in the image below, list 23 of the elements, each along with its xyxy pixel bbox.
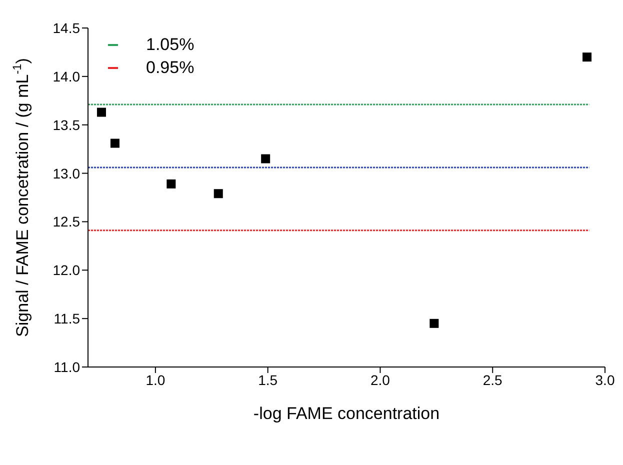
y-tick-label: 11.0 bbox=[54, 358, 80, 375]
y-tick-label: 13.0 bbox=[52, 165, 80, 182]
y-tick-label: 12.0 bbox=[52, 262, 80, 278]
point bbox=[166, 179, 176, 188]
x-tick-label: 1.5 bbox=[258, 372, 278, 388]
y-tick-label: 12.5 bbox=[52, 214, 80, 230]
y-tick-label: 14.0 bbox=[52, 68, 80, 84]
point bbox=[96, 108, 106, 117]
point bbox=[110, 138, 120, 148]
x-tick-label: 2.0 bbox=[370, 372, 390, 388]
point bbox=[261, 154, 270, 164]
point bbox=[582, 52, 592, 62]
point bbox=[430, 318, 439, 328]
legend-label: 1.05% bbox=[146, 34, 194, 54]
y-tick-label: 13.5 bbox=[52, 116, 80, 133]
x-axis-title: -log FAME concentration bbox=[253, 404, 440, 423]
y-tick-label: 14.5 bbox=[52, 20, 80, 36]
x-tick-label: 2.5 bbox=[482, 372, 503, 388]
x-tick-label: 1.0 bbox=[146, 372, 166, 388]
legend-label: 0.95% bbox=[146, 58, 194, 78]
x-tick-label: 3.0 bbox=[595, 372, 615, 388]
y-tick-label: 11.5 bbox=[54, 310, 80, 327]
point bbox=[214, 189, 223, 198]
